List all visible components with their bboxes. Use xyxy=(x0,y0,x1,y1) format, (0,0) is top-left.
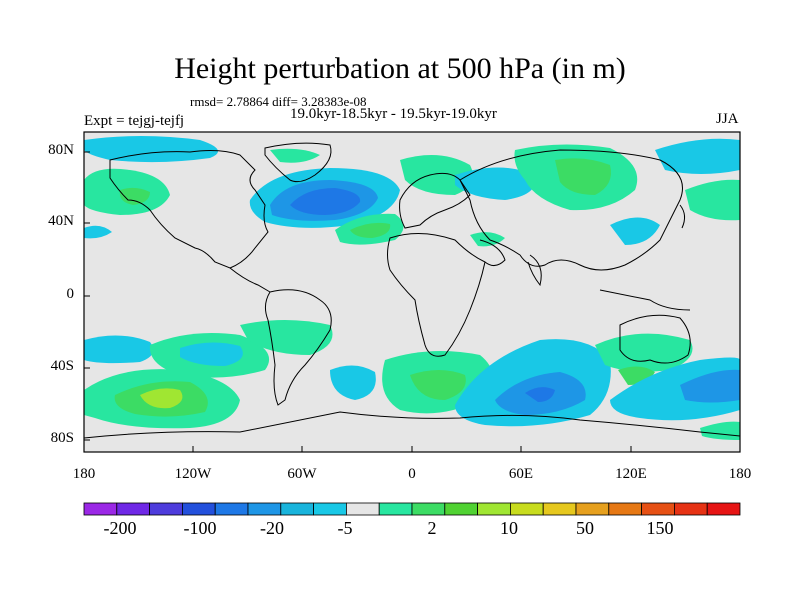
contour-southern-blue-east xyxy=(610,357,740,421)
colorbar-swatch xyxy=(345,502,380,516)
colorbar-swatch xyxy=(280,502,314,516)
coast-africa xyxy=(387,232,486,357)
contour-mid-atlantic-green-inner xyxy=(350,222,391,238)
contour-arctic-green xyxy=(270,148,320,163)
contour-east-pacific-green xyxy=(685,179,740,221)
lat-label-40s: 40S xyxy=(50,358,74,374)
experiment-label: Expt = tejgj-tejfj xyxy=(84,113,185,129)
colorbar-swatch xyxy=(411,502,446,516)
colorbar-swatch xyxy=(378,502,413,516)
lon-label-180-east: 180 xyxy=(728,466,752,482)
colorbar-label-minus5: -5 xyxy=(337,518,353,538)
colorbar-swatch xyxy=(674,502,708,516)
lon-label-120e: 120E xyxy=(615,466,647,482)
season-label: JJA xyxy=(716,111,739,127)
contour-south-pacific-blue2 xyxy=(180,342,243,366)
contour-south-pacific-blue xyxy=(84,335,154,364)
colorbar-label-150: 150 xyxy=(646,518,674,538)
colorbar xyxy=(83,502,741,516)
colorbar-swatch xyxy=(706,502,741,516)
colorbar-label-50: 50 xyxy=(576,518,594,538)
coast-north-america xyxy=(109,150,269,269)
colorbar-swatch xyxy=(181,502,216,516)
lon-label-60w: 60W xyxy=(287,466,317,482)
lon-label-120w: 120W xyxy=(174,466,212,482)
contour-russia-blue xyxy=(455,167,536,200)
contour-china-blue xyxy=(610,217,660,245)
contour-south-atlantic-green2 xyxy=(410,370,466,400)
plot-title: Height perturbation at 500 hPa (in m) xyxy=(174,52,626,85)
lon-label-60e: 60E xyxy=(508,466,534,482)
contour-europe-green xyxy=(400,155,473,195)
colorbar-swatch xyxy=(641,502,675,516)
lat-label-0: 0 xyxy=(66,286,75,302)
colorbar-swatch xyxy=(116,502,151,516)
colorbar-swatch xyxy=(575,502,610,516)
colorbar-swatch xyxy=(608,502,642,516)
coastlines xyxy=(84,142,740,439)
map-ticks xyxy=(84,151,632,452)
coast-europe xyxy=(399,172,471,229)
stats-text: rmsd= 2.78864 diff= 3.28383e-08 xyxy=(190,94,367,109)
colorbar-label-minus200: -200 xyxy=(103,518,137,538)
coast-greenland xyxy=(264,142,332,183)
contour-north-pacific-green-inner xyxy=(119,187,150,205)
colorbar-swatch xyxy=(477,502,511,516)
anomaly-field xyxy=(84,136,740,440)
colorbar-label-minus20: -20 xyxy=(260,518,284,538)
lat-label-80s: 80S xyxy=(50,430,74,446)
coast-australia xyxy=(619,314,691,364)
contour-pacific-blue-small xyxy=(84,225,112,239)
colorbar-label-10: 10 xyxy=(500,518,518,538)
contour-south-pacific-yellowgreen xyxy=(140,388,183,409)
contour-siberia-green-inner xyxy=(555,158,611,195)
colorbar-swatch xyxy=(247,502,282,516)
colorbar-label-minus100: -100 xyxy=(183,518,217,538)
contour-south-atlantic-blue xyxy=(330,365,376,400)
contour-north-atlantic-darkblue xyxy=(290,188,361,215)
contour-chile-green xyxy=(240,320,333,355)
colorbar-swatch xyxy=(313,502,347,516)
colorbar-swatch xyxy=(444,502,478,516)
colorbar-label-2: 2 xyxy=(427,518,437,538)
coast-japan xyxy=(679,204,686,229)
coast-indonesia xyxy=(599,289,691,311)
lon-label-180-west: 180 xyxy=(72,466,96,482)
colorbar-swatch xyxy=(509,502,544,516)
lat-label-40n: 40N xyxy=(48,213,74,229)
colorbar-swatch xyxy=(214,502,249,516)
coast-south-america xyxy=(264,289,332,406)
period-text: 19.0kyr-18.5kyr - 19.5kyr-19.0kyr xyxy=(290,106,497,122)
contour-south-indian-darkblue xyxy=(525,387,555,402)
coast-antarctica xyxy=(84,411,740,439)
lon-label-0: 0 xyxy=(408,466,416,482)
contour-arctic-east-blue xyxy=(655,138,740,174)
coast-arabia xyxy=(479,239,506,266)
coast-central-america xyxy=(229,267,271,293)
colorbar-swatch xyxy=(542,502,577,516)
contour-southern-blue-east2 xyxy=(680,369,740,403)
colorbar-swatch xyxy=(83,502,118,516)
map-area xyxy=(84,132,740,452)
lat-label-80n: 80N xyxy=(48,142,74,158)
colorbar-swatch xyxy=(149,502,183,516)
contour-australia-green xyxy=(595,333,693,372)
coast-asia xyxy=(459,149,683,271)
coast-india xyxy=(527,254,542,287)
contour-arctic-blue xyxy=(84,136,218,163)
